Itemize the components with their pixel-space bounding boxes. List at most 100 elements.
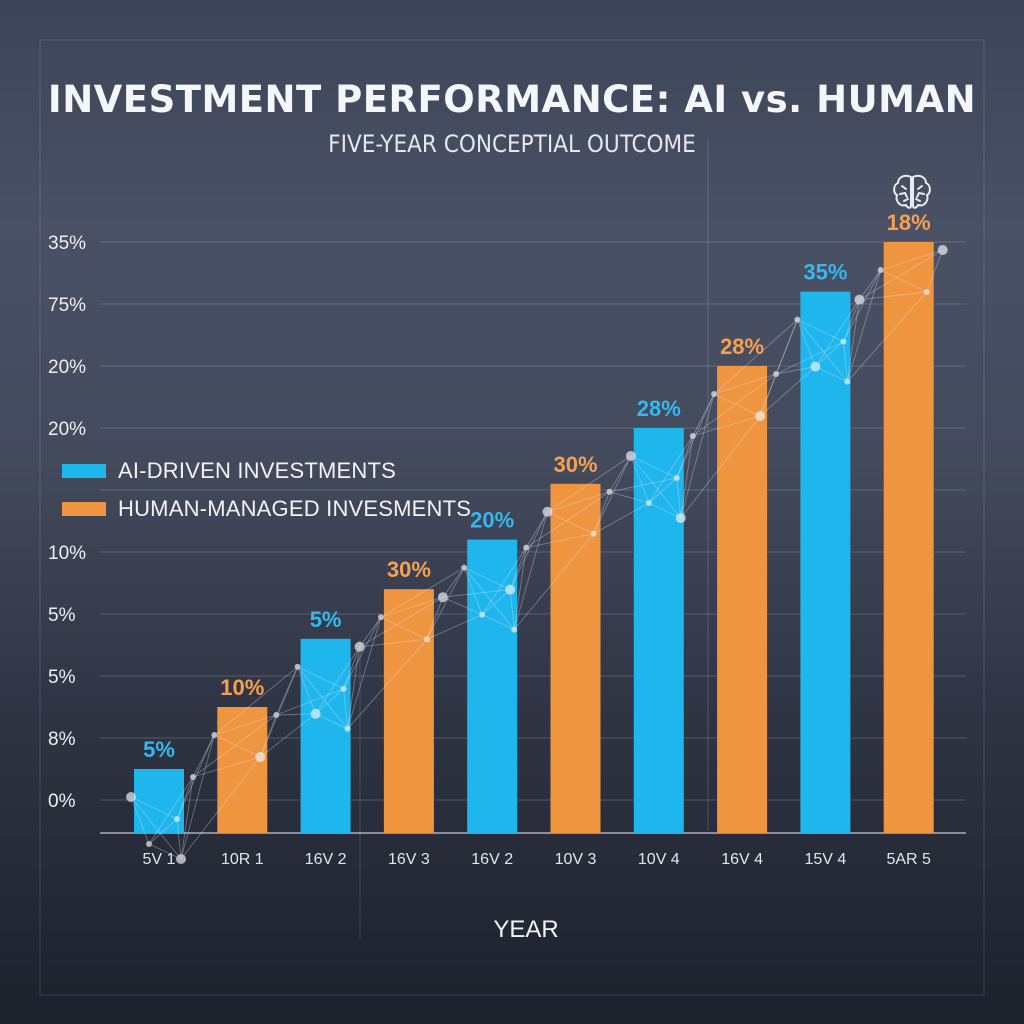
y-tick-label-0: 0% bbox=[48, 791, 76, 812]
network-link bbox=[176, 776, 194, 820]
network-link bbox=[442, 596, 483, 616]
y-tick-label-6: 20% bbox=[48, 419, 86, 440]
network-node bbox=[711, 391, 718, 397]
bar-ai-4 bbox=[467, 539, 518, 833]
x-tick-label-4: 16V 2 bbox=[471, 851, 513, 868]
network-link bbox=[859, 291, 927, 301]
network-link bbox=[692, 415, 761, 437]
network-link bbox=[759, 373, 777, 417]
network-link bbox=[759, 319, 798, 417]
network-node bbox=[542, 506, 553, 517]
network-node bbox=[273, 712, 280, 718]
data-label-0: 5% bbox=[143, 737, 175, 762]
network-link bbox=[214, 666, 298, 736]
legend-swatch-ai bbox=[62, 464, 106, 478]
network-link bbox=[214, 734, 261, 758]
network-node bbox=[354, 641, 365, 652]
network-link bbox=[380, 596, 444, 618]
network-link bbox=[426, 567, 465, 640]
network-link bbox=[347, 617, 382, 729]
bar-human-5 bbox=[550, 483, 601, 833]
network-link bbox=[148, 818, 178, 845]
x-tick-label-8: 15V 4 bbox=[804, 851, 846, 868]
network-link bbox=[797, 319, 848, 382]
network-link bbox=[359, 638, 427, 648]
network-link bbox=[276, 688, 344, 716]
network-link bbox=[297, 666, 348, 730]
network-link bbox=[259, 714, 277, 758]
network-node bbox=[511, 626, 518, 633]
y-tick-label-3: 5% bbox=[48, 605, 76, 626]
network-link bbox=[775, 319, 798, 375]
x-tick-label-7: 16V 4 bbox=[721, 851, 763, 868]
network-link bbox=[180, 734, 215, 860]
network-node bbox=[625, 451, 636, 461]
network-link bbox=[275, 666, 299, 716]
network-node bbox=[126, 792, 136, 802]
network-link bbox=[513, 533, 594, 630]
network-link bbox=[315, 688, 344, 715]
network-link bbox=[463, 567, 515, 630]
y-tick-label-9: 35% bbox=[48, 233, 86, 254]
x-tick-label-6: 10V 4 bbox=[638, 851, 680, 868]
network-link bbox=[680, 415, 761, 519]
network-link bbox=[276, 713, 316, 716]
network-node bbox=[310, 708, 321, 719]
network-link bbox=[609, 455, 632, 493]
network-link bbox=[846, 299, 860, 382]
network-link bbox=[442, 567, 465, 598]
y-tick-label-2: 5% bbox=[48, 667, 76, 688]
network-node bbox=[437, 592, 448, 603]
network-node bbox=[211, 732, 218, 738]
legend-swatch-human bbox=[62, 502, 106, 516]
network-link bbox=[842, 341, 848, 382]
network-link bbox=[192, 756, 261, 778]
network-link bbox=[347, 638, 428, 730]
network-link bbox=[343, 688, 349, 729]
network-node bbox=[645, 500, 652, 506]
network-link bbox=[442, 589, 511, 598]
network-node bbox=[810, 361, 821, 372]
network-link bbox=[775, 341, 844, 375]
bar-ai-8 bbox=[800, 291, 851, 834]
network-link bbox=[713, 373, 777, 395]
chart-legend: AI-DRIVEN INVESTMENTS HUMAN-MANAGED INVE… bbox=[62, 452, 471, 528]
network-link bbox=[796, 319, 816, 367]
data-label-2: 5% bbox=[310, 607, 342, 632]
x-axis-label: YEAR bbox=[493, 916, 559, 943]
network-link bbox=[343, 616, 382, 690]
network-link bbox=[630, 455, 682, 519]
network-link bbox=[692, 373, 777, 437]
network-node bbox=[773, 371, 780, 377]
bar-human-7 bbox=[717, 366, 768, 833]
data-label-3: 30% bbox=[387, 557, 431, 582]
network-link bbox=[297, 666, 344, 690]
network-link bbox=[525, 511, 548, 548]
network-node bbox=[844, 378, 851, 385]
network-link bbox=[680, 435, 694, 519]
network-link bbox=[192, 734, 215, 778]
data-label-6: 28% bbox=[637, 396, 681, 421]
network-node bbox=[479, 611, 486, 618]
network-link bbox=[426, 597, 444, 640]
network-node bbox=[340, 685, 347, 692]
network-link bbox=[380, 616, 428, 640]
network-link bbox=[315, 646, 360, 715]
network-link bbox=[842, 299, 860, 342]
bar-ai-6 bbox=[633, 428, 684, 833]
network-link bbox=[593, 455, 632, 534]
network-link bbox=[843, 269, 882, 342]
network-link bbox=[630, 455, 677, 479]
network-link bbox=[713, 393, 761, 417]
network-node bbox=[840, 338, 847, 345]
network-node bbox=[937, 245, 948, 255]
network-link bbox=[880, 269, 927, 293]
network-link bbox=[192, 714, 277, 778]
network-link bbox=[259, 666, 299, 758]
data-label-5: 30% bbox=[553, 452, 597, 477]
chart-title: INVESTMENT PERFORMANCE: AI vs. HUMAN bbox=[47, 78, 977, 121]
network-link bbox=[880, 249, 943, 271]
legend-item-ai: AI-DRIVEN INVESTMENTS bbox=[62, 452, 471, 490]
